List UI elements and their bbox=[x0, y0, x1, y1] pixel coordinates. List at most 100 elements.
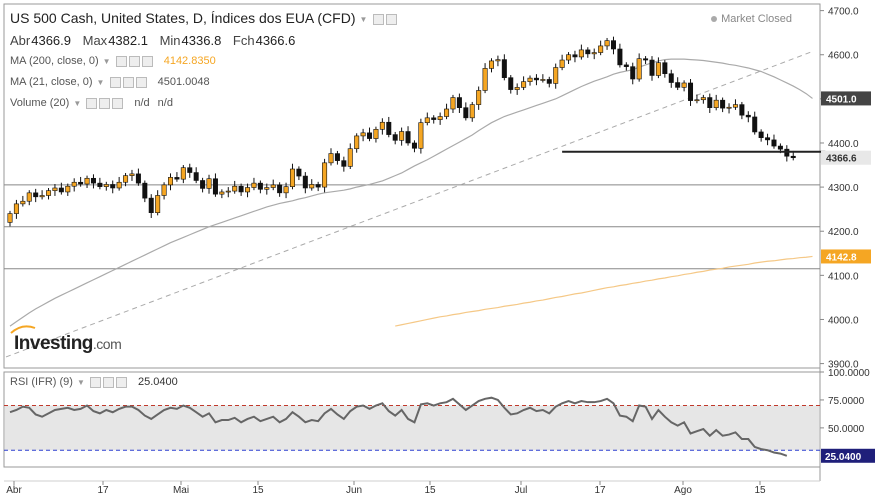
candle-body bbox=[84, 177, 90, 185]
low-value: 4336.8 bbox=[181, 33, 222, 48]
candle-body bbox=[71, 181, 77, 187]
indicator-volume[interactable]: Volume (20) ▼ n/d n/d bbox=[10, 97, 173, 109]
candle-body bbox=[52, 187, 58, 191]
candle-body bbox=[251, 182, 257, 188]
candle-body bbox=[424, 117, 430, 123]
candle-body bbox=[546, 79, 552, 84]
status-dot-icon bbox=[711, 16, 718, 23]
candle-body bbox=[591, 52, 597, 55]
chevron-down-icon[interactable]: ▼ bbox=[76, 377, 85, 387]
price-label-box bbox=[821, 249, 871, 264]
time-tick-label: 15 bbox=[754, 485, 766, 495]
close-icon[interactable] bbox=[112, 97, 124, 109]
candle-body bbox=[379, 121, 385, 130]
candle-body bbox=[392, 134, 398, 141]
candle-body bbox=[495, 59, 501, 62]
indicator-ma200[interactable]: MA (200, close, 0) ▼ 4142.8350 bbox=[10, 55, 216, 67]
candle-body bbox=[174, 177, 180, 180]
settings-icon[interactable] bbox=[373, 13, 385, 25]
candle-body bbox=[302, 175, 308, 189]
candle-body bbox=[482, 68, 488, 91]
candle-body bbox=[328, 153, 334, 164]
price-tick-label: 4600.0 bbox=[828, 51, 859, 62]
investing-logo: Investing.com bbox=[10, 325, 122, 355]
price-tick-label: 4700.0 bbox=[828, 7, 859, 18]
eye-icon[interactable] bbox=[89, 376, 101, 388]
candle-body bbox=[65, 185, 71, 193]
candle-body bbox=[296, 168, 302, 177]
eye-icon[interactable] bbox=[109, 76, 121, 88]
time-tick-label: Abr bbox=[6, 485, 22, 495]
price-tick-label: 4100.0 bbox=[828, 271, 859, 282]
time-tick-label: 15 bbox=[424, 485, 436, 495]
indicator-ma21[interactable]: MA (21, close, 0) ▼ 4501.0048 bbox=[10, 76, 210, 88]
candles bbox=[7, 36, 796, 227]
candle-body bbox=[264, 187, 270, 190]
candle-body bbox=[277, 184, 283, 194]
price-axis: 3900.04000.04100.04200.04300.04400.04500… bbox=[820, 7, 871, 371]
title-caret-icon[interactable]: ▼ bbox=[359, 14, 368, 24]
chevron-down-icon[interactable]: ▼ bbox=[73, 98, 82, 108]
indicator-rsi[interactable]: RSI (IFR) (9) ▼ 25.0400 bbox=[10, 376, 178, 388]
ma21-polyline bbox=[9, 58, 813, 327]
candle-body bbox=[116, 181, 122, 189]
close-icon[interactable] bbox=[141, 55, 153, 67]
horizontal-levels bbox=[4, 184, 820, 270]
chevron-down-icon[interactable]: ▼ bbox=[102, 56, 111, 66]
time-tick-label: Ago bbox=[674, 485, 692, 495]
gear-icon[interactable] bbox=[386, 13, 398, 25]
candle-body bbox=[411, 142, 417, 149]
eye-icon[interactable] bbox=[86, 97, 98, 109]
candle-body bbox=[46, 190, 52, 196]
candle-body bbox=[572, 54, 578, 58]
price-tick-label: 4300.0 bbox=[828, 183, 859, 194]
candle-body bbox=[161, 184, 167, 196]
gear-icon[interactable] bbox=[102, 376, 114, 388]
candle-body bbox=[649, 59, 655, 76]
candle-body bbox=[206, 178, 212, 189]
rsi-tick-label: 75.0000 bbox=[828, 396, 865, 407]
time-tick-label: 15 bbox=[252, 485, 264, 495]
candle-body bbox=[726, 106, 732, 109]
candle-body bbox=[444, 108, 450, 117]
candle-body bbox=[508, 77, 514, 90]
candle-body bbox=[752, 116, 758, 133]
candle-body bbox=[559, 59, 565, 68]
candle-body bbox=[283, 186, 289, 194]
candle-body bbox=[13, 203, 19, 214]
candle-body bbox=[431, 117, 437, 120]
candle-body bbox=[123, 175, 129, 183]
candle-body bbox=[97, 182, 103, 187]
candle-body bbox=[540, 79, 546, 81]
candle-body bbox=[289, 168, 295, 187]
eye-icon[interactable] bbox=[115, 55, 127, 67]
close-icon[interactable] bbox=[115, 376, 127, 388]
price-label-box bbox=[821, 91, 871, 106]
candle-body bbox=[566, 54, 572, 61]
candle-body bbox=[90, 177, 96, 184]
candle-body bbox=[39, 195, 45, 198]
candle-body bbox=[315, 184, 321, 188]
candle-body bbox=[347, 148, 353, 167]
candle-body bbox=[527, 77, 533, 82]
candle-body bbox=[732, 104, 738, 108]
gear-icon[interactable] bbox=[122, 76, 134, 88]
price-tick-label: 3900.0 bbox=[828, 360, 859, 371]
price-label-text: 4142.8 bbox=[826, 252, 857, 263]
price-label-box bbox=[821, 150, 871, 165]
candle-body bbox=[135, 173, 141, 184]
rsi-line bbox=[9, 396, 788, 457]
chevron-down-icon[interactable]: ▼ bbox=[96, 77, 105, 87]
gear-icon[interactable] bbox=[128, 55, 140, 67]
candle-body bbox=[187, 167, 193, 173]
gear-icon[interactable] bbox=[99, 97, 111, 109]
candle-body bbox=[334, 153, 340, 161]
ma200-line bbox=[395, 255, 813, 327]
candle-body bbox=[142, 182, 148, 199]
candle-body bbox=[399, 131, 405, 141]
candle-body bbox=[309, 184, 315, 189]
candle-body bbox=[533, 77, 539, 81]
rsi-value-label: 25.0400 bbox=[825, 452, 862, 463]
close-icon[interactable] bbox=[135, 76, 147, 88]
